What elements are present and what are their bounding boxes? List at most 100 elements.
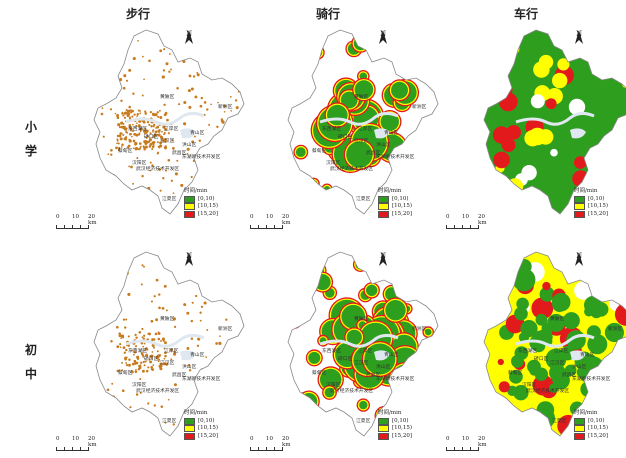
district-label: 黄陂区 [160, 315, 175, 322]
cycling-catchment [346, 141, 373, 168]
legend-swatch [378, 195, 389, 203]
cycling-catchment [412, 145, 431, 164]
legend-title: 时间/min [378, 410, 402, 416]
school-dot [137, 133, 141, 136]
school-dot [229, 95, 232, 98]
cycling-catchment [411, 199, 421, 209]
school-dot [210, 59, 213, 62]
school-dot [164, 351, 167, 355]
legend-item: [0,10) [574, 418, 608, 426]
legend-item: [15,20] [184, 433, 218, 441]
cycling-catchment [424, 328, 432, 336]
school-dot [151, 164, 154, 167]
school-dot [223, 141, 228, 145]
legend-label: [15,20] [588, 210, 609, 217]
school-dot [160, 405, 164, 408]
legend-label: [0,10) [392, 195, 409, 202]
school-dot [108, 264, 112, 268]
driving-zone [512, 268, 536, 292]
school-dot [215, 56, 219, 60]
scale-tick-label: 0 [250, 214, 254, 220]
school-dot [162, 177, 165, 180]
cycling-catchment [300, 195, 309, 204]
school-dot [145, 353, 148, 356]
school-dot [222, 42, 226, 46]
row-title-primary: 小学 [24, 120, 37, 158]
district-label: 武昌区 [172, 371, 187, 378]
school-dot [222, 44, 225, 47]
school-dot [136, 156, 139, 160]
school-dot [225, 67, 229, 71]
school-dot [176, 159, 179, 162]
driving-zone [511, 354, 524, 368]
school-dot [140, 283, 143, 286]
cycling-catchment [418, 120, 438, 143]
driving-zone [489, 309, 498, 319]
school-dot [141, 354, 145, 357]
cycling-catchment [414, 147, 428, 162]
school-dot [107, 319, 111, 323]
school-dot [123, 137, 127, 140]
school-dot [164, 128, 168, 131]
school-dot [137, 124, 141, 128]
school-dot [234, 401, 238, 405]
legend-title: 时间/min [574, 188, 598, 194]
column-title-bike: 骑行 [316, 7, 341, 21]
school-dot [207, 37, 210, 41]
district-label: 东湖新技术开发区 [572, 375, 611, 382]
school-dot [196, 73, 200, 77]
school-dot [116, 369, 120, 373]
cycling-catchment [340, 91, 358, 109]
school-dot [112, 48, 116, 52]
school-dot [149, 132, 152, 135]
school-dot [224, 172, 228, 176]
legend-label: [10,15) [392, 425, 413, 431]
school-dot [165, 362, 169, 366]
cycling-catchment [308, 351, 321, 364]
driving-zone [545, 98, 557, 110]
district-label: 江汉区 [354, 359, 369, 366]
legend-label: [15,20] [198, 432, 219, 439]
cycling-catchment [327, 104, 348, 126]
school-dot [104, 273, 109, 277]
legend-title: 时间/min [184, 410, 208, 416]
school-dot [232, 165, 235, 168]
school-dot [158, 354, 161, 357]
cycling-catchment [385, 300, 406, 321]
school-dot [199, 319, 202, 322]
cycling-catchment [298, 297, 311, 310]
school-dot [151, 368, 155, 371]
school-dot [122, 114, 125, 117]
school-dot [207, 182, 211, 186]
school-dot [230, 109, 233, 112]
cycling-catchment [409, 277, 427, 296]
school-dot [180, 267, 183, 271]
scale-bar: 0 10 20 km [446, 214, 494, 229]
driving-zone [524, 130, 541, 147]
district-label: 江汉区 [550, 359, 565, 366]
school-dot [118, 146, 121, 150]
cycling-catchment [427, 404, 438, 417]
driving-zone [490, 61, 509, 80]
legend-label: [0,10) [588, 417, 605, 424]
school-dot [197, 337, 201, 341]
district-label: 青山区 [190, 351, 205, 358]
school-dot [141, 174, 144, 178]
school-dot [111, 403, 115, 407]
school-dot [128, 126, 131, 129]
district-label: 蔡甸区 [312, 147, 327, 154]
legend-swatch [378, 432, 389, 440]
school-dot [148, 123, 151, 126]
school-dot [183, 101, 187, 104]
school-dot [137, 367, 141, 371]
school-dot [116, 114, 119, 117]
driving-zone [506, 125, 521, 140]
school-dot [191, 301, 194, 304]
school-dot [159, 189, 162, 192]
cycling-catchment [426, 403, 438, 418]
legend-label: [0,10) [198, 195, 215, 202]
cycling-catchment [294, 283, 310, 299]
school-dot [144, 360, 147, 363]
driving-zone [501, 138, 516, 152]
legend-item: [10,15) [378, 425, 412, 433]
